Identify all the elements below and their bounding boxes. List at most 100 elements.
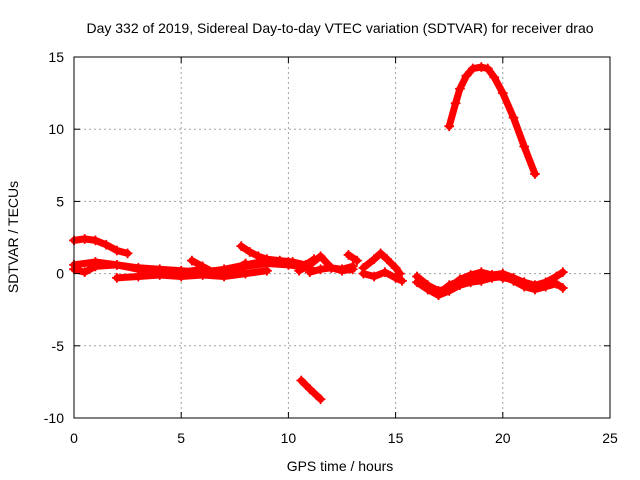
data-point-track-k-4 (397, 275, 408, 286)
data-point-track-d-0 (111, 272, 122, 283)
x-tick-label: 10 (281, 430, 297, 446)
data-point-track-p-9 (508, 112, 519, 123)
data-point-track-m-14 (557, 267, 568, 278)
data-point-track-a-5 (122, 248, 133, 259)
y-tick-label: 0 (56, 266, 64, 282)
data-point-track-n-0 (412, 277, 423, 288)
data-point-track-h-3 (337, 265, 347, 276)
data-point-track-d-7 (261, 265, 272, 276)
data-point-track-o-2 (454, 275, 465, 286)
data-point-track-p-0 (444, 121, 455, 132)
data-point-track-a-2 (90, 235, 101, 246)
x-tick-label: 5 (177, 430, 185, 446)
data-point-track-o-8 (519, 277, 530, 288)
data-point-track-p-6 (482, 63, 493, 74)
data-point-track-o-6 (497, 268, 508, 279)
data-point-track-p-5 (476, 62, 487, 73)
data-point-track-d-6 (240, 268, 251, 279)
data-point-track-d-3 (176, 271, 187, 282)
x-axis-label: GPS time / hours (287, 458, 394, 474)
data-point-track-o-3 (465, 274, 476, 285)
data-point-track-d-2 (154, 270, 165, 281)
data-point-track-e-2 (208, 267, 219, 278)
data-point-track-i-1 (352, 255, 363, 266)
data-point-track-n-11 (529, 284, 540, 295)
data-point-track-f-2 (253, 251, 264, 262)
x-tick-label: 20 (495, 430, 511, 446)
y-tick-label: -10 (44, 410, 64, 426)
y-tick-label: 5 (56, 193, 64, 209)
data-point-track-f-1 (244, 246, 255, 257)
data-point-track-c-1 (90, 257, 101, 268)
data-point-track-e-1 (197, 261, 208, 272)
data-point-track-g-0 (294, 265, 305, 276)
data-point-track-f-3 (261, 254, 272, 265)
x-tick-label: 0 (70, 430, 78, 446)
data-point-track-p-1 (450, 98, 461, 109)
data-point-track-a-4 (111, 245, 122, 256)
y-axis-label: SDTVAR / TECUs (5, 181, 21, 293)
series-track-p (445, 63, 539, 178)
data-point-track-e-0 (186, 255, 197, 266)
data-point-track-f-4 (274, 255, 285, 266)
data-point-track-b-1 (79, 267, 90, 278)
data-point-track-h-1 (315, 264, 326, 275)
data-point-track-l-0 (296, 375, 307, 386)
data-point-track-p-11 (529, 168, 540, 179)
data-point-track-o-5 (487, 270, 498, 281)
data-point-track-p-10 (519, 141, 530, 152)
data-point-track-j-4 (390, 262, 401, 273)
data-point-track-j-1 (369, 254, 380, 265)
data-point-track-p-2 (454, 83, 465, 94)
data-point-track-p-4 (467, 63, 478, 74)
plot-frame (73, 56, 611, 419)
grid-lines (74, 57, 610, 418)
data-point-track-i-0 (343, 249, 354, 260)
data-point-track-o-0 (433, 288, 444, 299)
data-point-track-o-1 (444, 280, 455, 291)
data-point-track-j-3 (382, 254, 393, 265)
data-point-track-c-2 (111, 259, 122, 270)
x-tick-label: 25 (602, 430, 618, 446)
data-point-track-j-2 (375, 248, 386, 259)
data-point-track-h-0 (304, 267, 315, 278)
data-point-track-p-8 (497, 88, 508, 99)
data-point-track-a-1 (79, 233, 90, 244)
data-point-track-n-1 (422, 284, 433, 295)
x-tick-labels: 0 5 10 15 20 25 (70, 430, 618, 446)
data-point-track-a-3 (101, 239, 112, 250)
data-series (69, 62, 568, 405)
x-tick-label: 15 (388, 430, 404, 446)
y-tick-label: 10 (48, 121, 64, 137)
data-point-track-n-14 (557, 283, 568, 294)
chart-title: Day 332 of 2019, Sidereal Day-to-day VTE… (86, 20, 593, 36)
y-tick-label: 15 (48, 49, 64, 65)
data-point-track-n-13 (551, 278, 562, 289)
data-point-track-f-0 (236, 241, 247, 252)
data-point-track-l-2 (315, 394, 326, 405)
data-point-track-n-12 (540, 281, 551, 292)
axis-ticks (73, 56, 611, 419)
data-point-track-e-3 (219, 270, 230, 281)
data-point-track-d-4 (197, 270, 208, 281)
data-point-track-c-3 (133, 262, 144, 273)
data-point-track-p-7 (489, 72, 500, 83)
data-point-track-k-2 (379, 267, 390, 278)
data-point-track-k-1 (369, 271, 380, 282)
data-point-track-e-5 (240, 258, 251, 269)
data-point-track-h-2 (326, 262, 337, 273)
data-point-track-f-5 (287, 257, 298, 268)
data-point-track-g-2 (315, 251, 326, 262)
data-point-track-l-1 (304, 384, 315, 395)
data-point-track-o-4 (476, 272, 487, 283)
data-point-track-k-0 (358, 268, 369, 279)
data-point-track-d-1 (133, 271, 144, 282)
data-point-track-o-7 (508, 272, 519, 283)
data-point-track-h-4 (347, 264, 358, 275)
data-point-track-e-4 (229, 264, 240, 275)
data-point-track-k-3 (390, 272, 401, 283)
y-tick-labels: -10 -5 0 5 10 15 (44, 49, 64, 426)
y-tick-label: -5 (52, 338, 65, 354)
data-point-track-p-3 (461, 70, 472, 81)
